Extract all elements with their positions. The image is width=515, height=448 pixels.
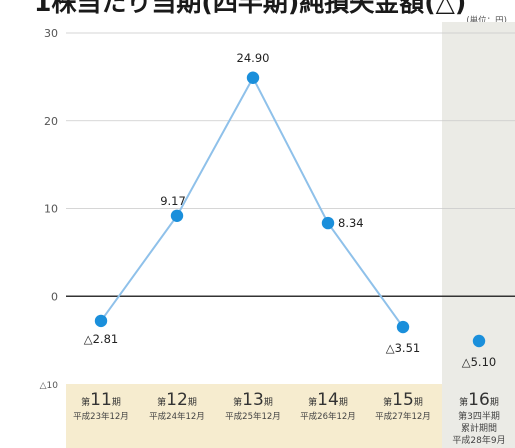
period-date-label: 平成28年9月 — [452, 434, 505, 446]
y-tick-label: 20 — [44, 115, 58, 128]
y-tick-label: 0 — [51, 290, 58, 303]
period-label: 第15期 — [383, 390, 423, 410]
period-prefix: 第 — [157, 396, 166, 408]
period-date-label: 平成27年12月 — [375, 411, 431, 422]
current-period-highlight — [442, 22, 515, 448]
y-tick-label: 30 — [44, 27, 58, 40]
data-point — [246, 71, 260, 84]
period-prefix: 第 — [233, 396, 242, 408]
period-suffix: 期 — [188, 397, 197, 408]
unit-label: (単位：円) — [466, 16, 507, 26]
period-suffix: 期 — [490, 397, 499, 408]
period-label: 第12期 — [157, 390, 197, 410]
period-number: 14 — [317, 390, 339, 410]
data-label: △2.81 — [84, 332, 118, 346]
period-date-label: 平成25年12月 — [225, 411, 281, 422]
period-suffix: 期 — [414, 397, 423, 408]
data-label: △3.51 — [386, 341, 420, 355]
data-label: △5.10 — [462, 355, 496, 369]
period-prefix: 第 — [81, 396, 90, 408]
period-number: 16 — [468, 390, 490, 410]
period-prefix: 第 — [383, 396, 392, 408]
period-label: 第16期 — [459, 390, 499, 410]
chart-title: 1株当たり当期(四半期)純損失金額(△) — [34, 0, 467, 17]
period-number: 15 — [392, 390, 414, 410]
y-tick-label: 10 — [44, 203, 58, 216]
data-point — [94, 314, 108, 328]
data-point — [170, 209, 184, 222]
data-label: 9.17 — [160, 194, 186, 208]
data-label: 8.34 — [338, 216, 364, 230]
period-label-band — [66, 384, 442, 448]
data-label: 24.90 — [237, 51, 270, 65]
period-suffix: 期 — [339, 397, 348, 408]
period-number: 12 — [166, 390, 188, 410]
period-date-label: 平成23年12月 — [73, 411, 129, 422]
period-label: 第11期 — [81, 390, 121, 410]
data-point — [396, 320, 410, 334]
period-prefix: 第 — [459, 396, 468, 408]
period-number: 13 — [242, 390, 264, 410]
period-date-label: 平成24年12月 — [149, 411, 205, 422]
period-date-label: 累計期間 — [461, 422, 497, 434]
period-label: 第14期 — [308, 390, 348, 410]
period-prefix: 第 — [308, 396, 317, 408]
period-suffix: 期 — [264, 397, 273, 408]
period-label: 第13期 — [233, 390, 273, 410]
period-suffix: 期 — [112, 397, 121, 408]
period-number: 11 — [90, 390, 112, 410]
series-line — [100, 75, 404, 328]
data-point — [321, 216, 335, 230]
data-point — [472, 334, 486, 348]
period-date-label: 第3四半期 — [458, 410, 500, 422]
period-date-label: 平成26年12月 — [300, 411, 356, 422]
y-tick-label: △10 — [40, 381, 59, 391]
